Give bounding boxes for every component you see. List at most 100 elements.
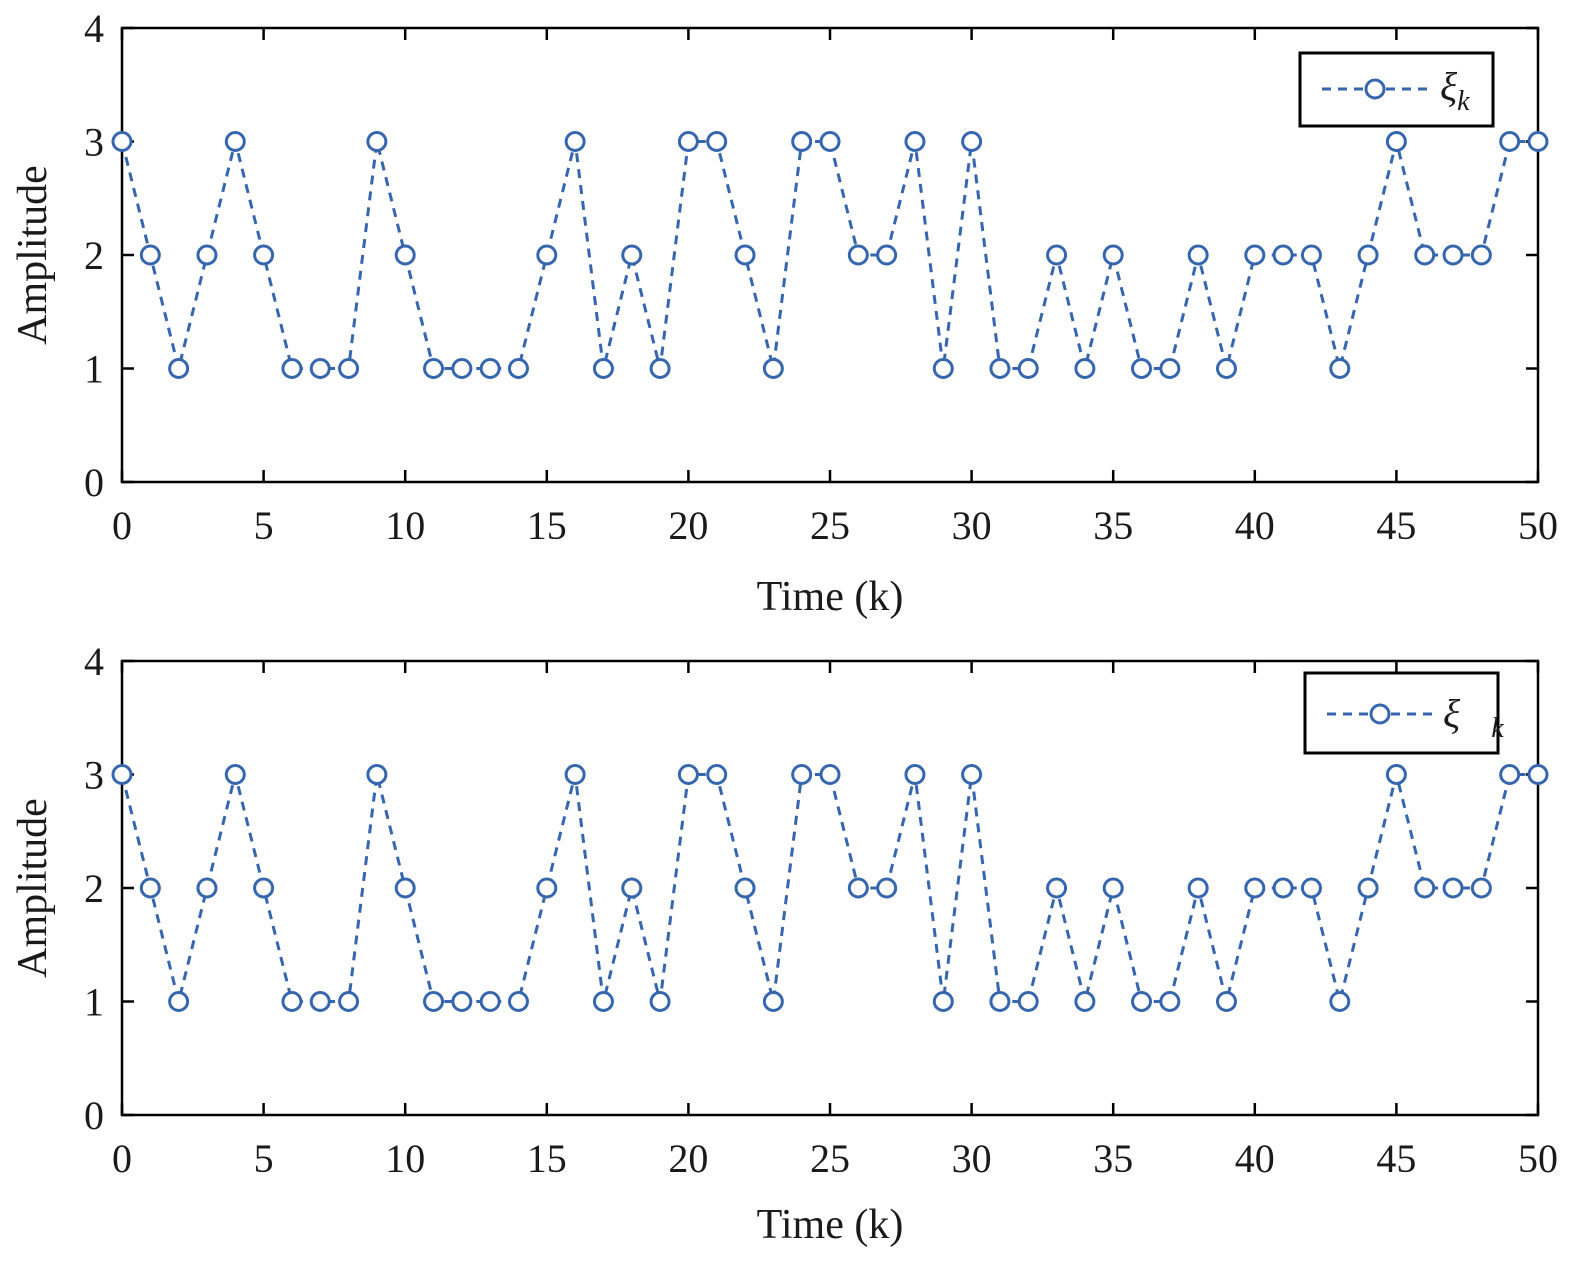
data-point [1187, 244, 1209, 266]
data-point [224, 131, 246, 152]
x-tick-label: 50 [1518, 503, 1558, 548]
data-point [196, 877, 218, 899]
data-point [1046, 244, 1068, 266]
data-point [706, 131, 728, 152]
data-point [1102, 877, 1124, 899]
data-point [592, 358, 614, 379]
data-point [649, 991, 671, 1012]
data-point [1385, 764, 1407, 785]
chart-bottom: Amplitude Time (k) 0 5 10 15 20 25 30 35 40 45 500… [10, 639, 1558, 1248]
data-point [819, 764, 841, 785]
x-tick-label: 0 [112, 503, 132, 548]
data-point [932, 358, 954, 379]
data-point [1074, 358, 1096, 379]
data-point [1527, 131, 1549, 152]
data-point [564, 131, 586, 152]
data-point [1215, 358, 1237, 379]
data-point [876, 877, 898, 899]
data-point [989, 358, 1011, 379]
data-point [309, 991, 331, 1012]
data-point [621, 877, 643, 899]
data-point [734, 877, 756, 899]
x-tick-label: 40 [1235, 503, 1275, 548]
legend: ξk [1298, 51, 1495, 128]
data-point [904, 131, 926, 152]
data-point [649, 358, 671, 379]
data-point [1159, 991, 1181, 1012]
data-point [196, 244, 218, 266]
data-point [1017, 358, 1039, 379]
data-point [1470, 877, 1492, 899]
data-point [168, 991, 190, 1012]
x-tick-label: 20 [668, 503, 708, 548]
data-point [224, 764, 246, 785]
data-point [847, 877, 869, 899]
data-point [904, 764, 926, 785]
data-point [564, 764, 586, 785]
data-point [168, 358, 190, 379]
x-tick-label: 15 [527, 1136, 567, 1181]
data-point [1272, 877, 1294, 899]
x-tick-label: 45 [1376, 503, 1416, 548]
data-point [961, 764, 983, 785]
data-point [1244, 244, 1266, 266]
data-point [734, 244, 756, 266]
data-point [338, 358, 360, 379]
x-tick-label: 5 [254, 503, 274, 548]
data-point [1102, 244, 1124, 266]
data-point [677, 131, 699, 152]
data-point [1442, 244, 1464, 266]
y-axis-label: Amplitude [10, 165, 56, 345]
data-point [423, 358, 445, 379]
plot-area: 0 5 10 15 20 25 30 35 40 45 50 0 1 2 3 4 [84, 639, 1558, 1181]
data-point [1385, 131, 1407, 152]
x-tick-label: 25 [810, 503, 850, 548]
data-point [394, 244, 416, 266]
data-point [1414, 244, 1436, 266]
data-point [762, 358, 784, 379]
x-tick-label: 0 [112, 1136, 132, 1181]
data-point [819, 131, 841, 152]
data-point [1244, 877, 1266, 899]
x-axis-label: Time (k) [757, 574, 904, 620]
x-tick-label: 30 [952, 503, 992, 548]
data-point [1187, 877, 1209, 899]
y-tick-label: 3 [84, 753, 104, 798]
data-point [507, 358, 529, 379]
data-point [1442, 877, 1464, 899]
data-point [592, 991, 614, 1012]
y-tick-label: 0 [84, 460, 104, 505]
data-point [1470, 244, 1492, 266]
data-point [876, 244, 898, 266]
data-point [338, 991, 360, 1012]
x-tick-label: 40 [1235, 1136, 1275, 1181]
x-tick-label: 5 [254, 1136, 274, 1181]
data-point [309, 358, 331, 379]
x-tick-label: 50 [1518, 1136, 1558, 1181]
data-point [536, 877, 558, 899]
x-tick-label: 45 [1376, 1136, 1416, 1181]
data-point [1527, 764, 1549, 785]
data-point [677, 764, 699, 785]
y-tick-label: 1 [84, 347, 104, 392]
y-tick-label: 0 [84, 1093, 104, 1138]
data-point [932, 991, 954, 1012]
plot-area: 0 5 10 15 20 25 30 35 40 45 50 0 1 2 3 4 [84, 6, 1558, 548]
data-point [1329, 991, 1351, 1012]
data-point [394, 877, 416, 899]
data-point [139, 244, 161, 266]
legend-label: ξk [1440, 64, 1470, 117]
data-point [1272, 244, 1294, 266]
x-tick-label: 20 [668, 1136, 708, 1181]
legend-marker [1364, 78, 1386, 100]
series-line [120, 140, 1538, 370]
data-point [479, 991, 501, 1012]
data-point [451, 358, 473, 379]
x-tick-label: 10 [385, 503, 425, 548]
y-tick-label: 2 [84, 866, 104, 911]
y-tick-label: 4 [84, 639, 104, 684]
data-point [1131, 358, 1153, 379]
x-tick-label: 30 [952, 1136, 992, 1181]
x-tick-label: 35 [1093, 1136, 1133, 1181]
